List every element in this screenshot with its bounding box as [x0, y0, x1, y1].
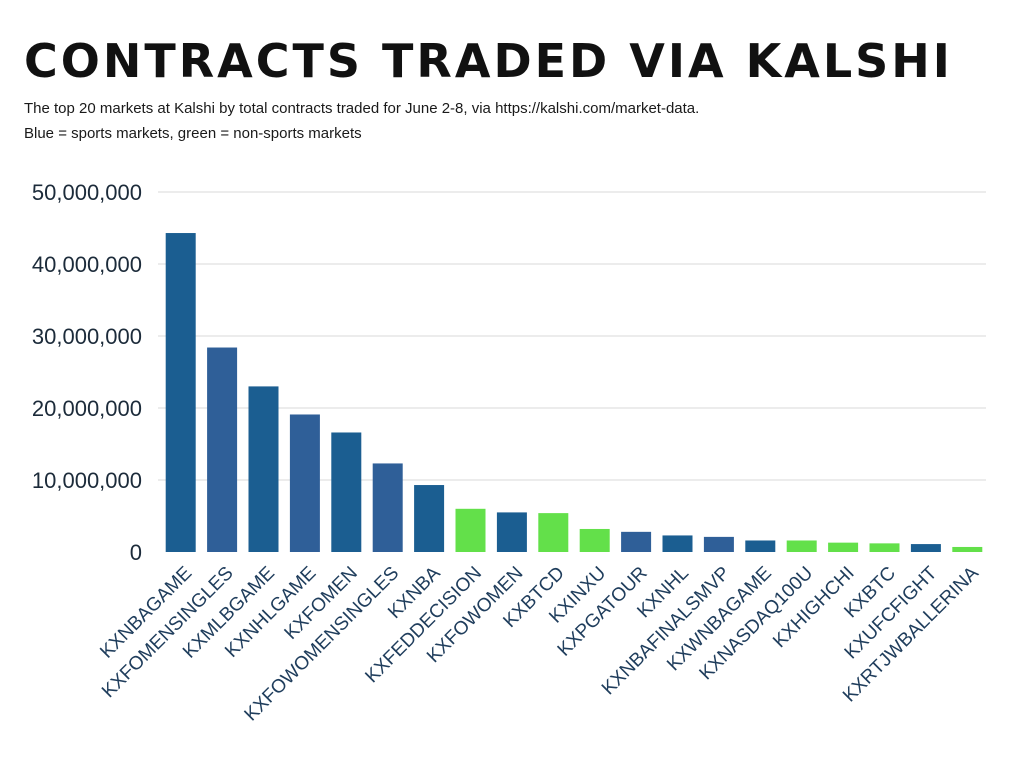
bar	[621, 531, 652, 552]
bar	[414, 485, 445, 552]
bar	[455, 508, 486, 552]
bar	[828, 542, 859, 552]
chart-subtitle-source: The top 20 markets at Kalshi by total co…	[24, 100, 700, 117]
bar	[496, 512, 527, 552]
y-tick-label: 50,000,000	[32, 180, 142, 205]
y-tick-label: 30,000,000	[32, 324, 142, 349]
bar	[372, 463, 403, 552]
y-tick-label: 40,000,000	[32, 252, 142, 277]
y-tick-label: 20,000,000	[32, 396, 142, 421]
bar	[910, 544, 941, 552]
bar	[248, 386, 279, 552]
bar	[538, 513, 569, 552]
chart-title: CONTRACTS TRADED VIA KALSHI	[24, 34, 953, 88]
bar	[207, 347, 238, 552]
bar	[786, 540, 817, 552]
bar	[952, 546, 983, 552]
bar	[331, 432, 362, 552]
bar	[703, 536, 734, 552]
y-tick-label: 10,000,000	[32, 468, 142, 493]
bar	[745, 540, 776, 552]
bar	[289, 414, 320, 552]
bar	[869, 543, 900, 552]
bar	[165, 233, 196, 553]
bar	[579, 528, 610, 552]
y-tick-label: 0	[130, 540, 142, 565]
chart-subtitle-legend: Blue = sports markets, green = non-sport…	[24, 125, 362, 142]
bar	[662, 535, 693, 552]
